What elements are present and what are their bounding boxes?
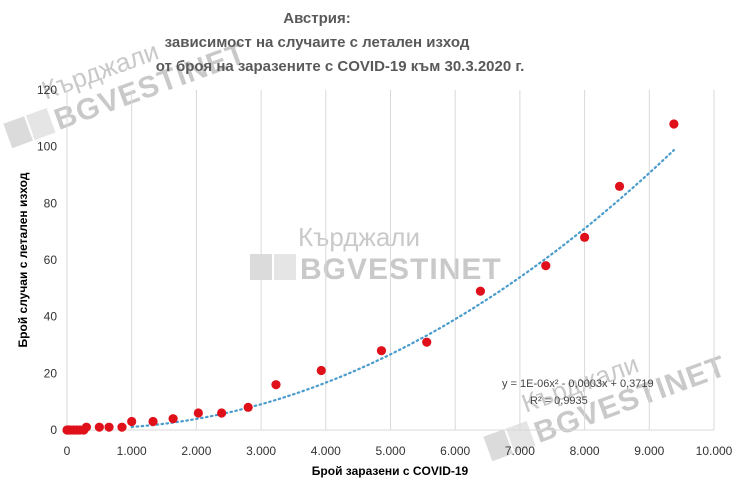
y-tick-label: 40 [44,310,58,324]
trendline-equation: y = 1E-06x² - 0,0003x + 0,3719 [502,378,654,390]
data-point [243,402,253,412]
x-axis-title: Брой заразени с COVID-19 [312,464,469,478]
chart-title-line-2: зависимост на случаите с летален изход [165,34,470,51]
data-point [376,346,387,356]
x-tick-label: 7.000 [505,444,535,458]
data-point [127,416,137,427]
watermark-top-left-square-2 [25,108,56,140]
chart-title-line-1: Австрия: [283,10,351,27]
data-point [541,261,551,271]
watermark-bottom-right-square-1 [483,429,513,462]
data-point [117,422,127,432]
trendline-r-squared: R² = 0,9935 [530,395,588,407]
y-tick-label: 60 [44,253,58,267]
data-point [104,422,114,432]
watermark-bottom-right-square-2 [505,421,536,453]
data-point [316,365,326,376]
data-point [81,422,92,432]
x-tick-label: 6.000 [440,444,470,458]
points-layer [62,119,679,435]
y-tick-label: 80 [44,196,58,210]
grid-layer [66,90,715,431]
watermark-center-square-2 [274,254,296,280]
watermark-center-big-text: BGVESTINET [300,253,502,286]
x-tick-label: 3.000 [246,444,276,458]
x-tick-label: 4.000 [311,444,341,458]
x-tick-label: 0 [64,444,71,458]
data-point [669,119,679,129]
y-tick-label: 120 [37,83,57,97]
y-tick-label: 100 [37,140,57,154]
ticks-layer: 0 1.000 2.000 3.000 4.000 5.000 6.000 7.000 8.00… [37,83,733,458]
x-tick-label: 5.000 [375,444,405,458]
y-tick-label: 20 [44,366,58,380]
data-point [614,181,625,191]
watermark-center-small-text: Кърджали [298,222,420,252]
y-tick-label: 0 [50,423,57,437]
data-point [271,380,281,390]
x-tick-label: 8.000 [570,444,600,458]
x-tick-label: 1.000 [117,444,147,458]
data-point [217,408,227,418]
data-point [422,337,432,347]
data-point [193,408,203,418]
data-point [475,286,486,296]
data-point [94,422,104,432]
data-point [148,416,158,427]
chart-title-line-3: от броя на заразените с COVID-19 към 30.… [156,58,525,75]
data-point [168,414,178,424]
data-point [580,232,590,242]
y-axis-title: Брой случаи с летален изход [16,172,30,347]
watermark-layer: КърджалиBGVESTINETКърджалиBGVESTINETКърд… [3,36,731,462]
x-tick-label: 10.000 [696,444,733,458]
x-tick-label: 2.000 [181,444,211,458]
x-tick-label: 9.000 [634,444,664,458]
watermark-top-left-square-1 [3,116,33,149]
